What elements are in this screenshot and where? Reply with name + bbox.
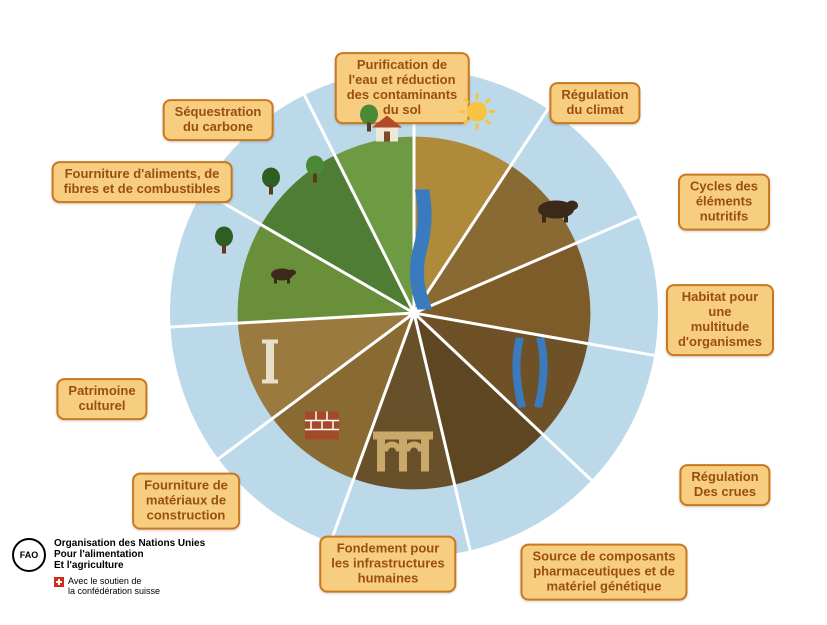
credits-org: Organisation des Nations Unies Pour l'al… (54, 538, 205, 571)
fao-acronym: FAO (20, 551, 39, 559)
label-carbon: Séquestration du carbone (163, 99, 274, 141)
ecosystem-services-wheel (169, 68, 659, 558)
label-construction: Fourniture de matériaux de construction (132, 473, 240, 530)
credits-support: Avec le soutien de la confédération suis… (54, 577, 205, 597)
label-food_fiber: Fourniture d'aliments, de fibres et de c… (52, 161, 233, 203)
label-pharma: Source de composants pharmaceutiques et … (520, 544, 687, 601)
label-infra: Fondement pour les infrastructures humai… (319, 536, 456, 593)
credits-block: FAO Organisation des Nations Unies Pour … (12, 538, 205, 597)
label-heritage: Patrimoine culturel (56, 378, 147, 420)
fao-logo-icon: FAO (12, 538, 46, 572)
swiss-flag-icon (54, 577, 64, 587)
label-nutrient_cycle: Cycles des éléments nutritifs (678, 174, 770, 231)
label-water_purif: Purification de l'eau et réduction des c… (335, 52, 470, 124)
label-flood: Régulation Des crues (679, 464, 770, 506)
credits-support-text: Avec le soutien de la confédération suis… (68, 577, 160, 597)
label-habitat: Habitat pour une multitude d'organismes (666, 284, 774, 356)
label-climate: Régulation du climat (549, 82, 640, 124)
